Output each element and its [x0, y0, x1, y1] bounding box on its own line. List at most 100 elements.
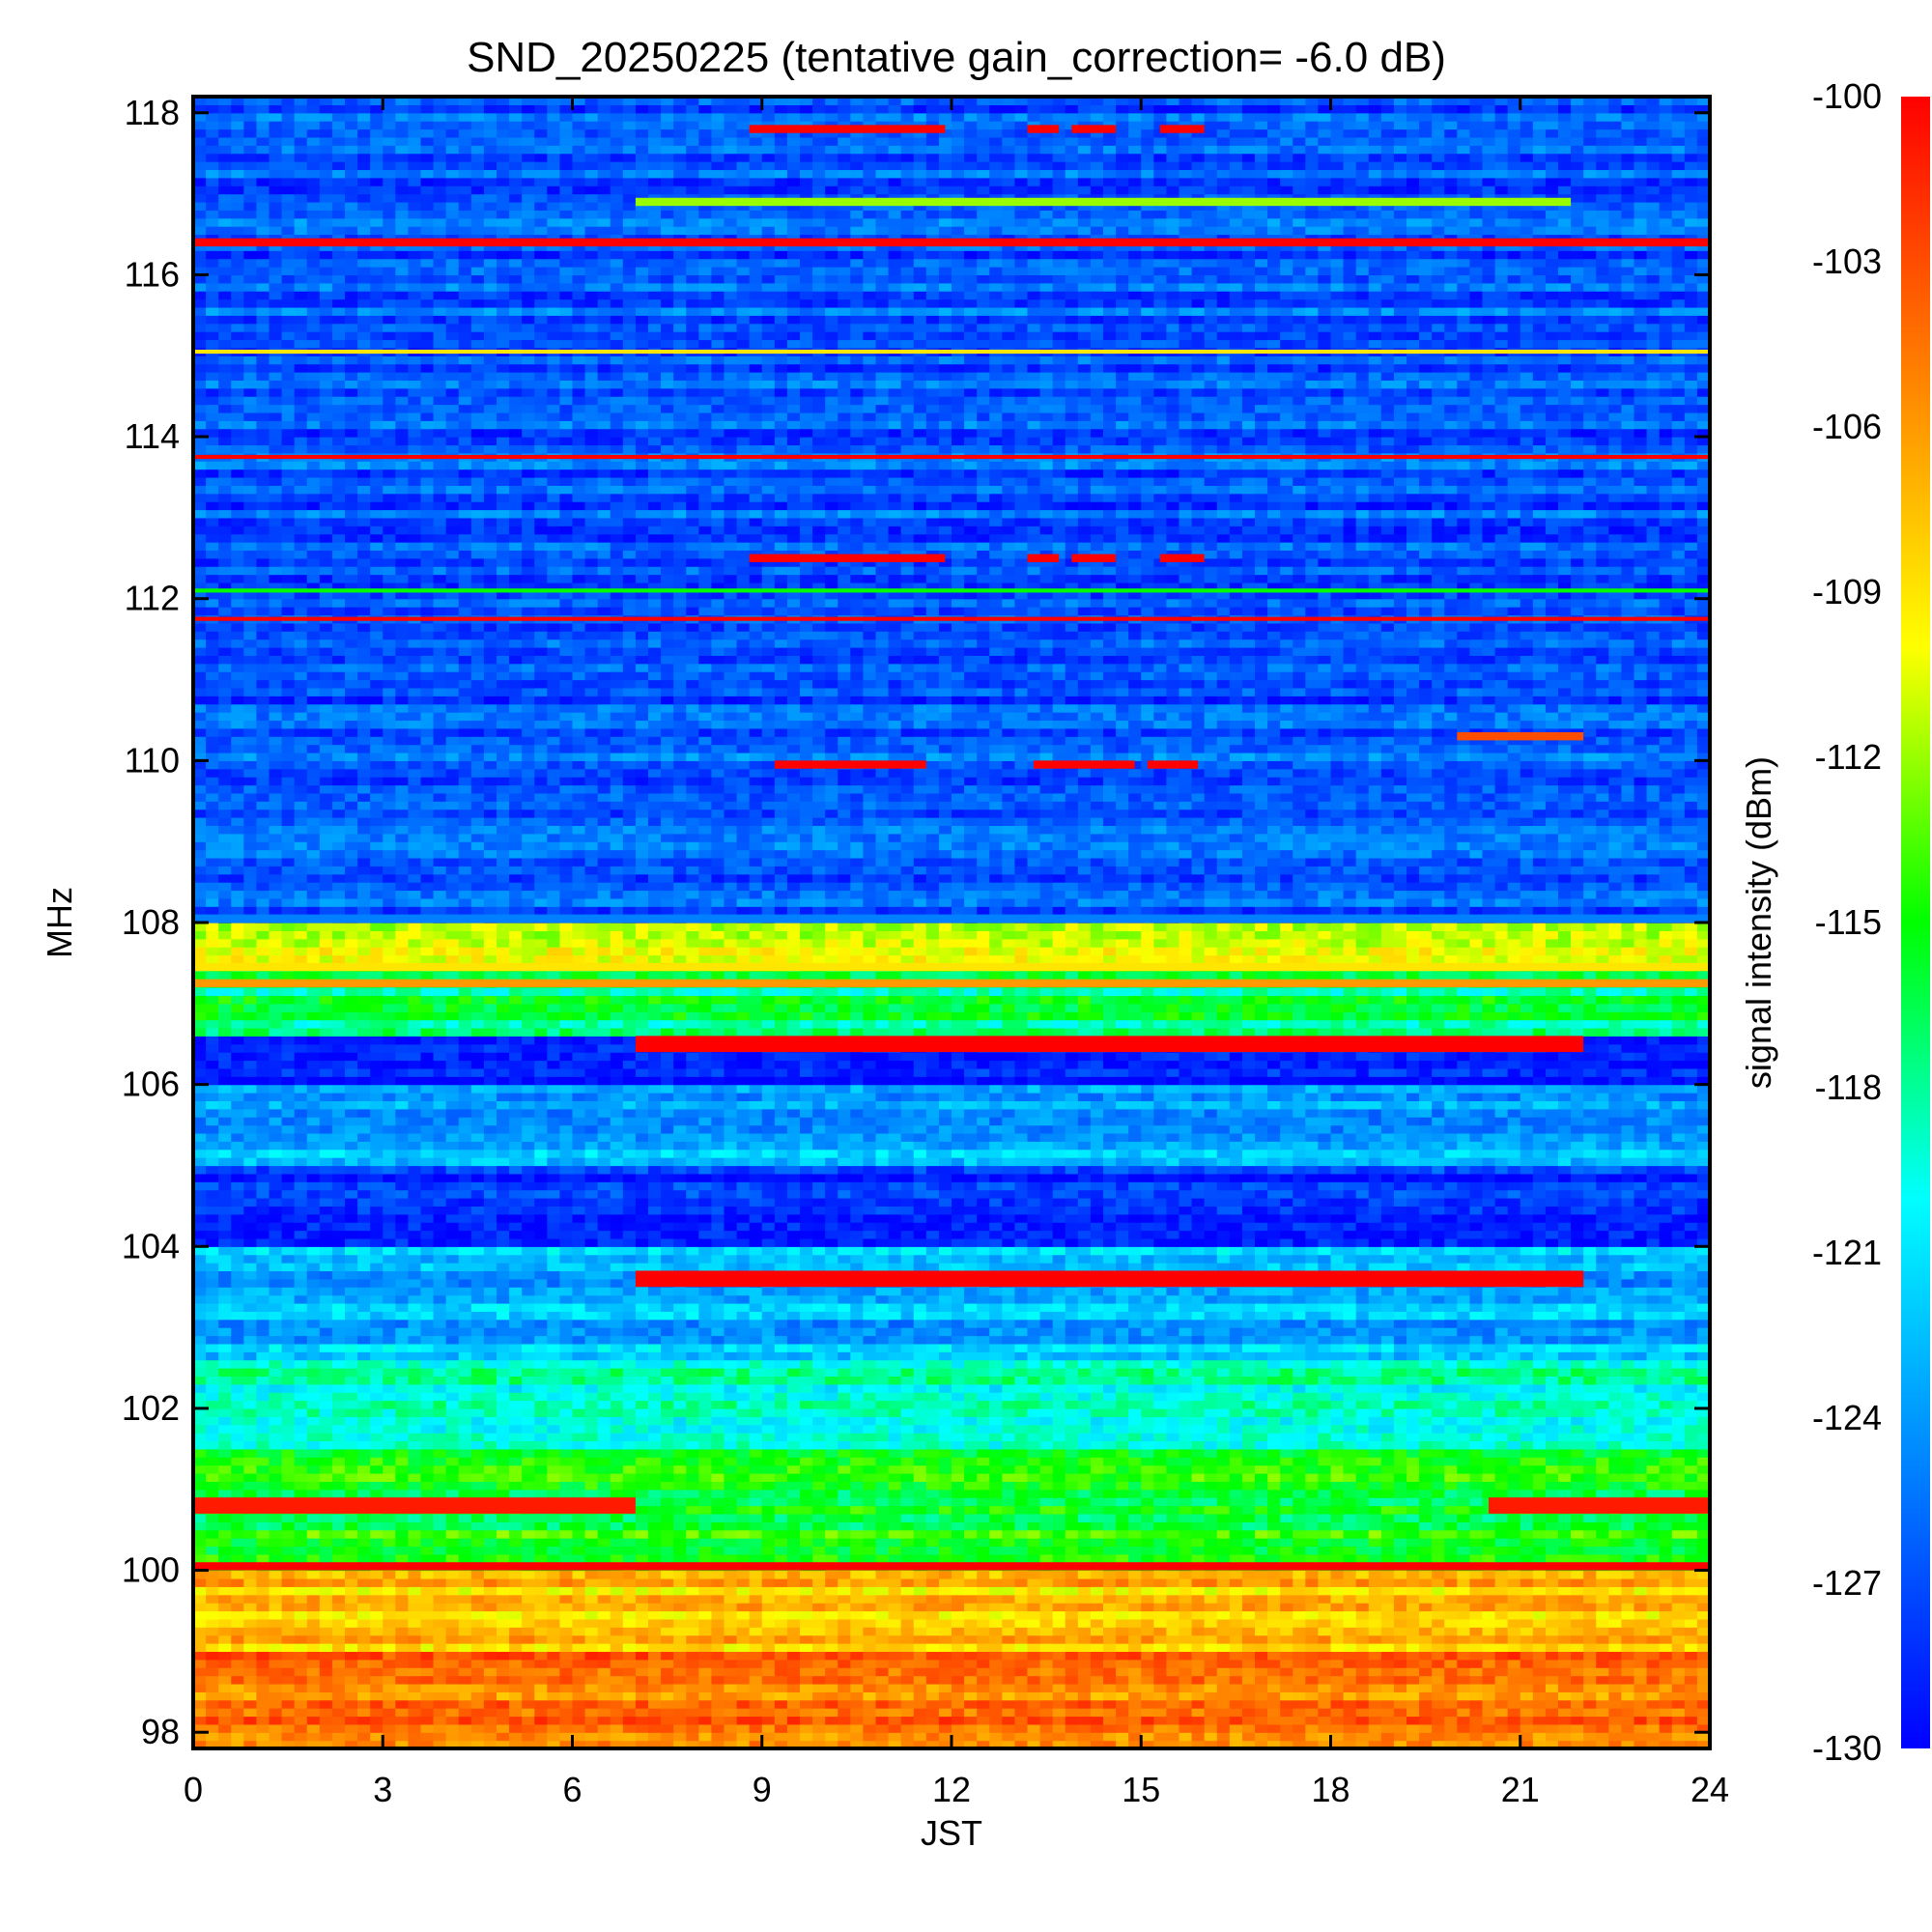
heatmap-cell	[584, 1553, 599, 1563]
heatmap-cell	[888, 1618, 902, 1628]
heatmap-cell	[952, 1448, 965, 1458]
heatmap-cell	[193, 1416, 207, 1426]
heatmap-cell	[1280, 1586, 1293, 1596]
heatmap-cell	[1293, 1732, 1306, 1742]
heatmap-cell	[1343, 1716, 1357, 1725]
heatmap-cell	[572, 1675, 586, 1685]
heatmap-cell	[1116, 1440, 1129, 1450]
heatmap-cell	[1179, 1440, 1193, 1450]
heatmap-cell	[1646, 1448, 1661, 1458]
heatmap-cell	[281, 1416, 296, 1426]
heatmap-cell	[534, 1643, 548, 1653]
heatmap-cell	[1280, 1497, 1293, 1507]
heatmap-cell	[1280, 1683, 1293, 1692]
heatmap-cell	[736, 1651, 751, 1661]
heatmap-cell	[1444, 1424, 1458, 1434]
heatmap-cell	[1153, 1708, 1168, 1718]
heatmap-cell	[610, 1603, 624, 1612]
heatmap-cell	[938, 1716, 952, 1725]
heatmap-cell	[597, 1667, 611, 1677]
heatmap-cell	[509, 1448, 523, 1458]
heatmap-cell	[1179, 1723, 1193, 1733]
heatmap-cell	[243, 1699, 258, 1709]
heatmap-cell	[1103, 1618, 1117, 1628]
heatmap-cell	[243, 1683, 258, 1692]
heatmap-cell	[838, 1732, 851, 1742]
heatmap-cell	[1280, 1708, 1293, 1718]
heatmap-cell	[673, 1643, 687, 1653]
heatmap-cell	[622, 1651, 637, 1661]
heatmap-cell	[269, 1440, 283, 1450]
heatmap-cell	[483, 1699, 497, 1709]
heatmap-cell	[218, 1732, 232, 1742]
heatmap-cell	[458, 1634, 472, 1644]
heatmap-cell	[686, 1691, 699, 1701]
heatmap-cell	[345, 1716, 358, 1725]
heatmap-cell	[509, 1481, 523, 1491]
heatmap-cell	[1380, 1659, 1395, 1668]
heatmap-cell	[281, 1570, 296, 1579]
heatmap-cell	[1002, 1433, 1016, 1442]
heatmap-cell	[1002, 1464, 1016, 1474]
heatmap-cell	[1216, 1513, 1231, 1522]
heatmap-cell	[1469, 1553, 1484, 1563]
heatmap-cell	[964, 1521, 978, 1531]
heatmap-cell	[964, 1675, 978, 1685]
heatmap-cell	[1077, 1424, 1092, 1434]
heatmap-cell	[1128, 1440, 1142, 1450]
heatmap-cell	[1153, 1481, 1168, 1491]
heatmap-cell	[989, 1675, 1003, 1685]
heatmap-cell	[925, 1529, 940, 1539]
heatmap-cell	[1293, 1683, 1306, 1692]
heatmap-cell	[1141, 1643, 1154, 1653]
heatmap-cell	[724, 1464, 738, 1474]
heatmap-cell	[825, 1497, 838, 1507]
heatmap-cell	[825, 1546, 838, 1555]
heatmap-cell	[1469, 1634, 1484, 1644]
heatmap-cell	[1444, 1659, 1458, 1668]
heatmap-cell	[863, 1651, 877, 1661]
heatmap-cell	[812, 1570, 826, 1579]
heatmap-cell	[913, 1505, 927, 1515]
heatmap-cell	[1229, 1651, 1243, 1661]
heatmap-cell	[1116, 1651, 1129, 1661]
heatmap-cell	[218, 1699, 232, 1709]
heatmap-cell	[1355, 1457, 1370, 1466]
heatmap-cell	[269, 1553, 283, 1563]
heatmap-cell	[1116, 1691, 1129, 1701]
heatmap-cell	[610, 1570, 624, 1579]
heatmap-cell	[1039, 1481, 1054, 1491]
heatmap-cell	[1090, 1651, 1104, 1661]
heatmap-cell	[218, 1708, 232, 1718]
heatmap-cell	[711, 1716, 725, 1725]
heatmap-cell	[193, 1457, 207, 1466]
heatmap-cell	[812, 1577, 826, 1587]
heatmap-cell	[1457, 1643, 1471, 1653]
heatmap-cell	[357, 1675, 371, 1685]
heatmap-cell	[952, 1667, 965, 1677]
heatmap-cell	[331, 1651, 346, 1661]
heatmap-cell	[812, 1708, 826, 1718]
heatmap-cell	[1343, 1594, 1357, 1604]
heatmap-cell	[193, 1546, 207, 1555]
heatmap-cell	[686, 1716, 699, 1725]
heatmap-cell	[761, 1716, 776, 1725]
heatmap-cell	[1393, 1577, 1407, 1587]
heatmap-cell	[635, 1570, 649, 1579]
heatmap-cell	[635, 1513, 649, 1522]
heatmap-cell	[1267, 1505, 1281, 1515]
heatmap-cell	[774, 1651, 788, 1661]
heatmap-cell	[1696, 1659, 1711, 1668]
heatmap-cell	[1343, 1627, 1357, 1636]
heatmap-cell	[1280, 1651, 1293, 1661]
heatmap-cell	[269, 1610, 283, 1620]
heatmap-cell	[838, 1643, 851, 1653]
heatmap-cell	[1305, 1659, 1320, 1668]
heatmap-cell	[1153, 1440, 1168, 1450]
heatmap-cell	[977, 1481, 990, 1491]
heatmap-cell	[306, 1716, 321, 1725]
heatmap-cell	[1393, 1675, 1407, 1685]
heatmap-cell	[977, 1691, 990, 1701]
heatmap-cell	[913, 1594, 927, 1604]
heatmap-cell	[547, 1716, 561, 1725]
